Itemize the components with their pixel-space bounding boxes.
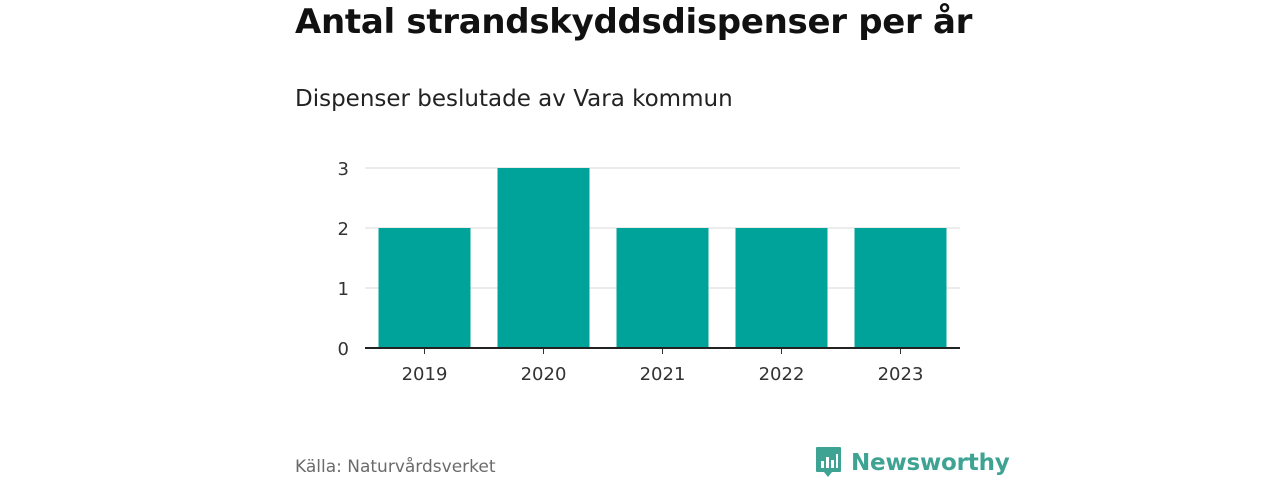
brand-name: Newsworthy [851, 449, 1010, 476]
x-tick-label: 2020 [521, 364, 567, 385]
x-tick-label: 2023 [878, 364, 924, 385]
bar-2023 [854, 228, 947, 348]
bar-2022 [735, 228, 828, 348]
brand-logo: Newsworthy [815, 446, 1010, 479]
bar-2019 [378, 228, 471, 348]
bars [378, 168, 947, 348]
y-tick-label: 0 [338, 339, 349, 360]
chart-subtitle: Dispenser beslutade av Vara kommun [295, 86, 733, 112]
bar-2021 [616, 228, 709, 348]
axes: 0 1 2 3 2019 2020 2021 2022 2023 [338, 159, 960, 385]
newsworthy-logo-icon [816, 447, 841, 477]
x-tick-label: 2021 [640, 364, 686, 385]
source-note: Källa: Naturvårdsverket [295, 457, 496, 477]
y-tick-label: 3 [338, 159, 349, 180]
y-tick-label: 1 [338, 279, 349, 300]
x-tick-label: 2019 [402, 364, 448, 385]
bar-2020 [497, 168, 590, 348]
x-tick-label: 2022 [759, 364, 805, 385]
chart-title: Antal strandskyddsdispenser per år [295, 2, 973, 42]
y-tick-label: 2 [338, 219, 349, 240]
